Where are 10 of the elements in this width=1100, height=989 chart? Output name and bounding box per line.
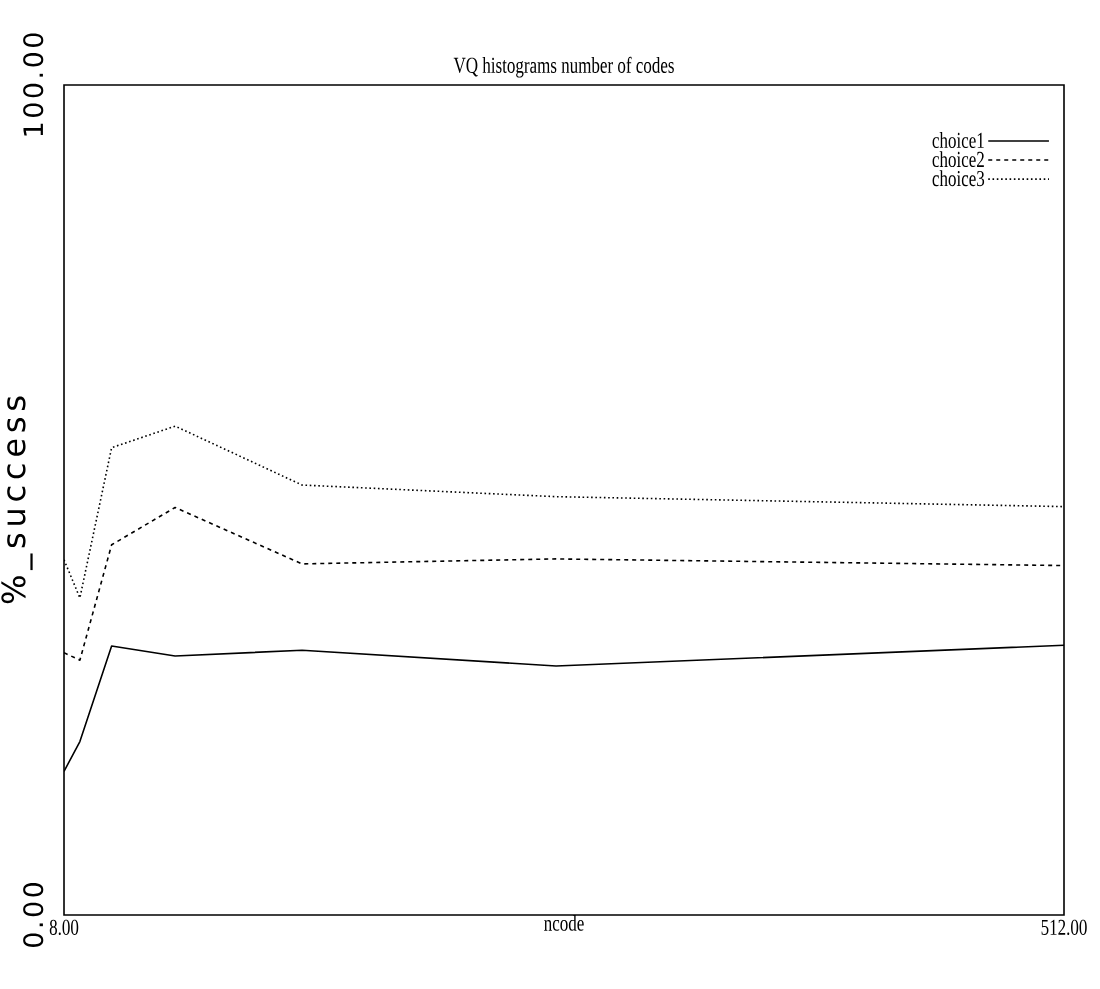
- y-axis-title: %_success: [1, 396, 33, 604]
- chart-title: VQ histograms number of codes: [453, 56, 674, 78]
- y-tick-label: 100.00: [23, 33, 44, 136]
- legend-label: choice1: [932, 132, 984, 149]
- x-axis-title: ncode: [544, 914, 584, 931]
- x-tick-label: 512.00: [1041, 919, 1087, 936]
- x-tick-label: 8.00: [49, 919, 79, 936]
- y-tick-label: 0.00: [23, 883, 44, 947]
- legend-label: choice2: [932, 151, 984, 168]
- legend-label: choice3: [932, 170, 985, 187]
